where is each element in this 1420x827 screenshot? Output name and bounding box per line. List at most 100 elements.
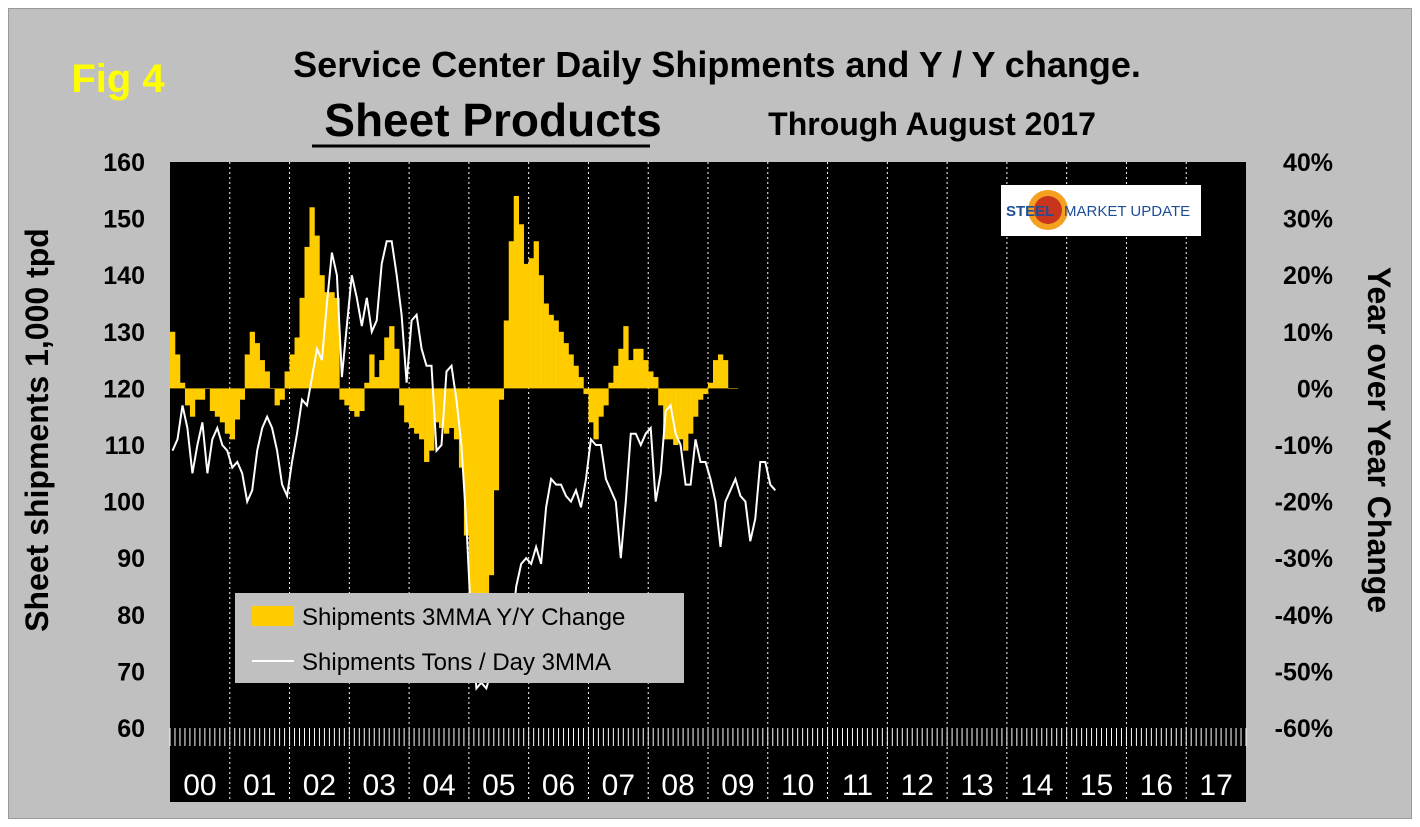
yoy-bar <box>379 360 385 389</box>
yoy-bar <box>712 360 719 389</box>
yoy-bar <box>458 388 465 468</box>
left-tick-label: 120 <box>103 375 145 403</box>
yoy-bar <box>229 388 236 440</box>
left-axis-title: Sheet shipments 1,000 tpd <box>19 228 55 632</box>
yoy-bar <box>523 263 529 389</box>
right-tick-label: -40% <box>1275 602 1333 630</box>
yoy-bar <box>488 388 495 576</box>
yoy-bar <box>189 388 196 417</box>
legend: Shipments 3MMA Y/Y Change Shipments Tons… <box>235 593 684 683</box>
yoy-bar <box>503 320 510 389</box>
chart-title: Service Center Daily Shipments and Y / Y… <box>293 44 1141 85</box>
yoy-bar <box>448 388 455 429</box>
yoy-bar <box>170 331 176 389</box>
yoy-bar <box>673 388 679 445</box>
yoy-bar <box>439 388 445 429</box>
yoy-bar <box>424 388 430 462</box>
yoy-bar <box>344 388 350 406</box>
yoy-bar <box>727 388 734 389</box>
year-label: 11 <box>842 769 873 802</box>
yoy-bar <box>678 388 684 440</box>
yoy-bar <box>244 354 251 389</box>
year-label: 04 <box>422 769 455 802</box>
yoy-bar <box>463 388 470 536</box>
fig-label: Fig 4 <box>71 57 165 101</box>
yoy-bar <box>299 297 305 389</box>
right-axis-ticks: -60% -50% -40% -30% -20% -10% 0% 10% 20% 30% 40% <box>1275 149 1333 743</box>
year-label: 17 <box>1199 769 1232 802</box>
yoy-bar <box>309 207 315 389</box>
right-tick-label: 40% <box>1283 149 1333 177</box>
year-label: 16 <box>1140 769 1173 802</box>
logo-market-update-text: MARKET UPDATE <box>1064 203 1190 220</box>
left-tick-label: 140 <box>103 262 145 290</box>
year-label: 14 <box>1020 769 1053 802</box>
yoy-bar <box>583 388 589 395</box>
yoy-bar <box>219 388 226 423</box>
yoy-bar <box>224 388 231 434</box>
yoy-bar <box>563 343 569 389</box>
yoy-bar <box>688 388 694 434</box>
yoy-bar <box>513 195 520 389</box>
yoy-bar <box>643 360 649 389</box>
yoy-bar <box>284 371 290 389</box>
left-tick-label: 150 <box>103 206 145 234</box>
yoy-bar <box>703 388 709 395</box>
yoy-bar <box>304 246 310 389</box>
year-label: 13 <box>960 769 993 802</box>
yoy-bar <box>279 388 285 400</box>
yoy-bar <box>623 326 629 389</box>
right-tick-label: 10% <box>1283 319 1333 347</box>
left-tick-label: 60 <box>117 715 145 743</box>
yoy-bar <box>319 275 325 389</box>
yoy-bar <box>653 377 659 389</box>
yoy-bar <box>174 354 181 389</box>
yoy-bar <box>199 388 206 400</box>
yoy-bar <box>384 337 390 389</box>
yoy-bar <box>179 382 186 389</box>
yoy-bar <box>394 348 400 389</box>
logo-globe-inner-icon <box>1034 196 1062 224</box>
chart-subtitle: Sheet Products <box>324 94 661 146</box>
yoy-bar <box>618 348 624 389</box>
yoy-bar <box>468 388 475 598</box>
yoy-bar <box>399 388 405 406</box>
yoy-bar <box>453 388 460 440</box>
yoy-bar <box>359 388 365 412</box>
yoy-bar <box>214 388 221 417</box>
yoy-bar <box>289 354 295 389</box>
yoy-bar <box>573 365 579 389</box>
yoy-bar <box>518 224 524 389</box>
yoy-bar <box>274 388 280 406</box>
x-category-labels: 00 01 02 03 04 05 06 07 08 09 10 11 12 13 14 15 16 17 <box>183 769 1233 802</box>
left-tick-label: 110 <box>105 432 145 460</box>
legend-box <box>235 593 684 683</box>
yoy-bar <box>698 388 704 400</box>
right-axis-title: Year over Year Change <box>1361 267 1397 613</box>
yoy-bar <box>628 360 634 389</box>
yoy-bar <box>568 354 574 389</box>
yoy-bar <box>364 382 370 389</box>
left-tick-label: 80 <box>117 602 145 630</box>
left-axis-ticks: 60 70 80 90 100 110 120 130 140 150 160 <box>103 149 145 743</box>
year-label: 02 <box>303 769 336 802</box>
right-tick-label: -50% <box>1275 658 1333 686</box>
yoy-bar <box>389 326 395 389</box>
year-label: 08 <box>661 769 694 802</box>
year-label: 03 <box>363 769 396 802</box>
yoy-bar <box>588 388 594 423</box>
legend-bar-swatch <box>252 606 294 626</box>
yoy-bar <box>254 343 260 389</box>
year-label: 05 <box>482 769 515 802</box>
yoy-bar <box>339 388 345 400</box>
yoy-bar <box>598 388 604 417</box>
yoy-bar <box>269 388 275 389</box>
right-tick-label: 30% <box>1283 206 1333 234</box>
logo: STEEL MARKET UPDATE <box>1001 185 1201 236</box>
yoy-bar <box>633 348 639 389</box>
yoy-bar <box>732 388 739 389</box>
right-tick-label: -30% <box>1275 545 1333 573</box>
year-label: 07 <box>602 769 635 802</box>
yoy-bar <box>349 388 355 412</box>
